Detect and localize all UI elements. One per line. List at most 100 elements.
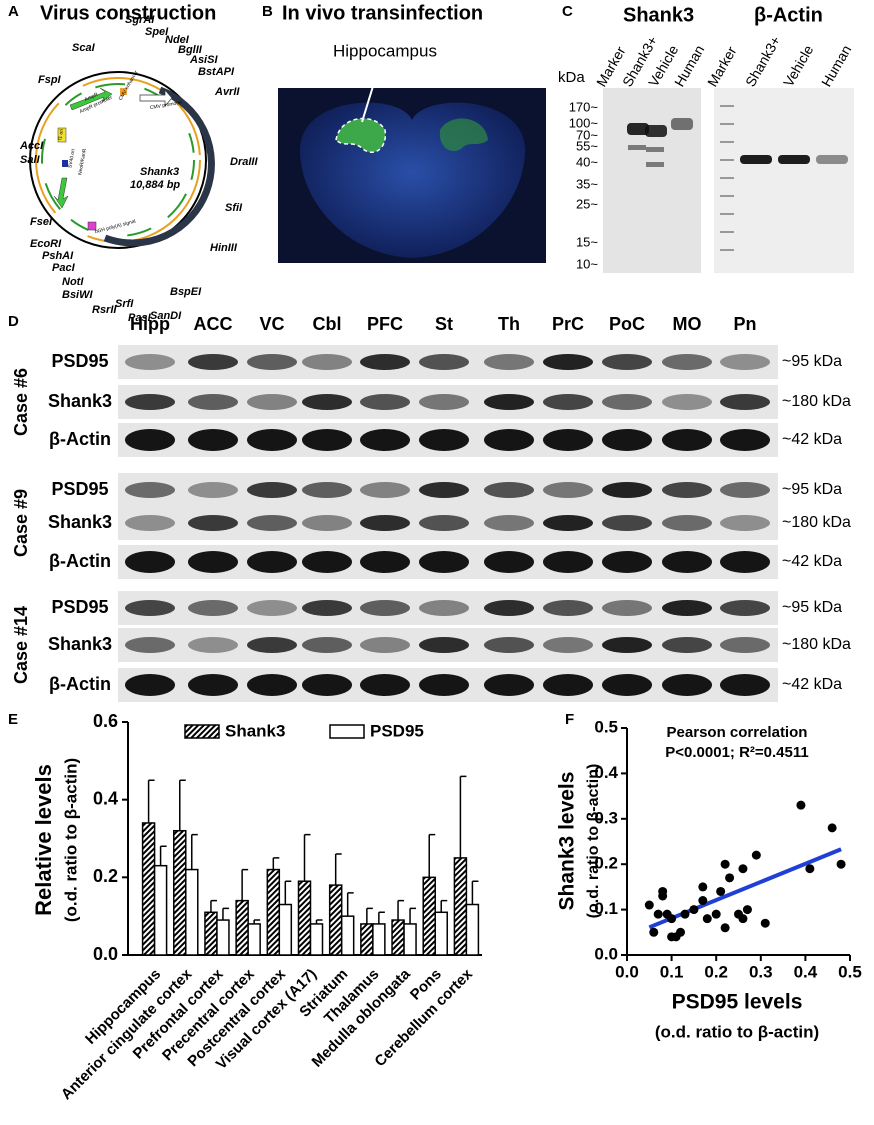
band bbox=[247, 394, 297, 410]
plasmid-feature: NeoR/KanR bbox=[77, 148, 88, 176]
protein-label: Shank3 bbox=[48, 391, 112, 411]
scatter-point bbox=[836, 859, 846, 869]
bar bbox=[434, 911, 448, 956]
band bbox=[662, 637, 712, 653]
scatter-point bbox=[760, 918, 770, 928]
restriction-site: BglII bbox=[178, 44, 203, 56]
size-label: ~180 kDa bbox=[782, 514, 851, 531]
scatter-point bbox=[716, 886, 726, 896]
restriction-site: ScaI bbox=[72, 42, 96, 54]
bar bbox=[235, 899, 249, 956]
plasmid-size: 10,884 bp bbox=[130, 179, 180, 191]
bar bbox=[309, 923, 324, 956]
bar bbox=[216, 919, 230, 956]
size-label: ~42 kDa bbox=[782, 676, 842, 693]
band bbox=[247, 354, 297, 370]
band bbox=[646, 147, 664, 152]
marker-label: 100~ bbox=[569, 115, 599, 130]
band bbox=[602, 600, 652, 616]
legend-label: PSD95 bbox=[370, 721, 424, 740]
band bbox=[188, 600, 238, 616]
region-header: Th bbox=[498, 314, 520, 334]
bar bbox=[372, 923, 386, 956]
region-header: ACC bbox=[194, 314, 233, 334]
band bbox=[484, 515, 534, 531]
band bbox=[247, 515, 297, 531]
band bbox=[720, 637, 770, 653]
region-header: PrC bbox=[552, 314, 584, 334]
band bbox=[419, 674, 469, 696]
band bbox=[543, 429, 593, 451]
restriction-site: EcoRI bbox=[30, 238, 62, 250]
band bbox=[302, 600, 352, 616]
restriction-site: SpeI bbox=[145, 26, 169, 38]
restriction-site: BspEI bbox=[170, 286, 202, 298]
error-bar bbox=[440, 899, 448, 913]
band bbox=[188, 515, 238, 531]
band bbox=[247, 429, 297, 451]
restriction-site: NdeI bbox=[165, 34, 190, 46]
scatter-point bbox=[738, 864, 748, 874]
restriction-site: SrfI bbox=[115, 298, 134, 310]
band bbox=[484, 637, 534, 653]
band bbox=[646, 162, 664, 167]
band bbox=[360, 482, 410, 498]
band bbox=[419, 394, 469, 410]
error-bar bbox=[210, 899, 217, 913]
band bbox=[720, 674, 770, 696]
band bbox=[662, 551, 712, 573]
band bbox=[360, 354, 410, 370]
x-tick-label: 0.1 bbox=[660, 962, 684, 981]
scatter-point bbox=[725, 873, 735, 883]
band bbox=[247, 674, 297, 696]
bar bbox=[391, 919, 405, 956]
bar bbox=[453, 857, 468, 956]
annotation: Hippocampus bbox=[333, 41, 437, 60]
region-header: VC bbox=[259, 314, 284, 334]
band bbox=[720, 551, 770, 573]
protein-label: PSD95 bbox=[51, 597, 108, 617]
brain-section-image bbox=[278, 69, 546, 263]
protein-label: β-Actin bbox=[49, 551, 111, 571]
band bbox=[360, 551, 410, 573]
band bbox=[247, 637, 297, 653]
scatter-point bbox=[658, 886, 668, 896]
bar bbox=[204, 911, 218, 956]
bar bbox=[328, 884, 343, 956]
lane-label: Shank3+ bbox=[742, 33, 784, 89]
marker-label: 40~ bbox=[576, 154, 598, 169]
band bbox=[602, 429, 652, 451]
y-tick-label: 0.3 bbox=[594, 808, 618, 827]
scatter-point bbox=[667, 914, 677, 924]
band bbox=[360, 674, 410, 696]
restriction-site: AvrII bbox=[214, 86, 240, 98]
band bbox=[740, 155, 772, 164]
scatter-point bbox=[738, 914, 748, 924]
bar bbox=[153, 864, 168, 956]
scatter-point bbox=[680, 909, 690, 919]
y-tick-label: 0.2 bbox=[594, 854, 618, 873]
bar bbox=[340, 915, 355, 956]
band bbox=[543, 515, 593, 531]
restriction-site: SanDI bbox=[150, 310, 182, 322]
y-axis-title: Relative levels bbox=[31, 764, 56, 916]
band bbox=[662, 482, 712, 498]
band bbox=[662, 600, 712, 616]
x-axis-title: PSD95 levels bbox=[672, 991, 803, 1014]
plasmid-map bbox=[29, 71, 215, 249]
band bbox=[662, 354, 712, 370]
bar bbox=[465, 903, 480, 956]
protein-label: PSD95 bbox=[51, 479, 108, 499]
case-label: Case #14 bbox=[11, 606, 31, 684]
bar bbox=[266, 868, 281, 956]
restriction-site: DraIII bbox=[230, 156, 258, 168]
panel-title: Virus construction bbox=[40, 2, 216, 24]
legend-label: Shank3 bbox=[225, 721, 285, 740]
region-header: PFC bbox=[367, 314, 403, 334]
band bbox=[188, 354, 238, 370]
restriction-site: SalI bbox=[20, 154, 41, 166]
error-bar bbox=[378, 911, 385, 924]
x-tick-label: 0.5 bbox=[838, 962, 862, 981]
restriction-site: BsiWI bbox=[62, 289, 94, 301]
